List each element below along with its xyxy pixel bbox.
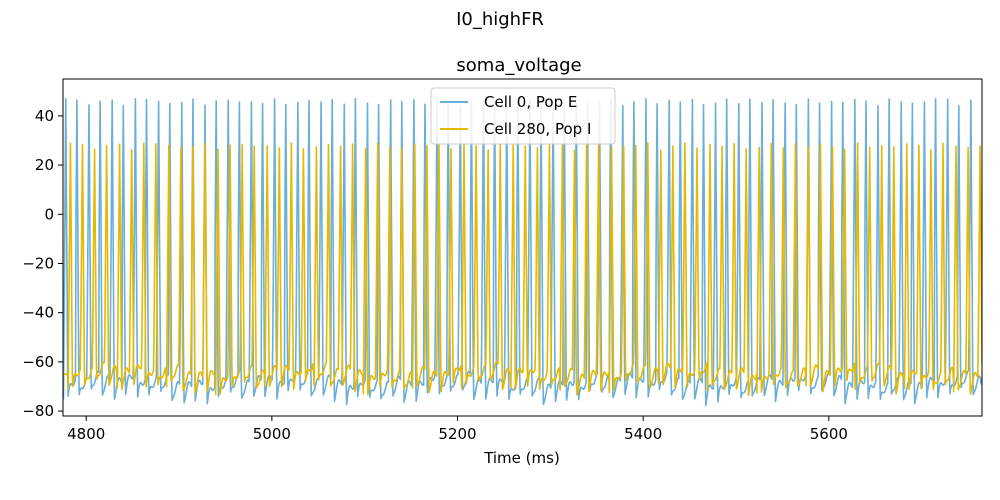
legend: Cell 0, Pop E Cell 280, Pop I bbox=[430, 87, 616, 145]
legend-label-pop-i: Cell 280, Pop I bbox=[484, 120, 591, 138]
y-tick-label: 0 bbox=[44, 205, 54, 223]
y-tick-label: −20 bbox=[22, 254, 54, 272]
y-tick-label: −60 bbox=[22, 353, 54, 371]
y-tick-label: −80 bbox=[22, 402, 54, 420]
legend-label-pop-e: Cell 0, Pop E bbox=[484, 93, 577, 111]
y-tick-label: −40 bbox=[22, 304, 54, 322]
y-tick-label: 20 bbox=[35, 156, 54, 174]
x-tick-label: 5400 bbox=[624, 425, 662, 443]
x-axis: 4800 5000 5200 5400 5600 bbox=[67, 416, 848, 443]
series-layer bbox=[63, 97, 982, 407]
legend-box bbox=[430, 87, 616, 145]
plot-frame bbox=[62, 78, 983, 417]
y-tick-label: 40 bbox=[35, 107, 54, 125]
y-axis: −80 −60 −40 −20 0 20 40 bbox=[22, 107, 63, 420]
x-tick-label: 5000 bbox=[253, 425, 291, 443]
series-line-pop-i bbox=[63, 142, 982, 397]
chart-title: soma_voltage bbox=[456, 55, 581, 76]
figure-suptitle: I0_highFR bbox=[456, 9, 544, 30]
x-tick-label: 4800 bbox=[67, 425, 105, 443]
x-axis-label: Time (ms) bbox=[483, 449, 560, 467]
x-tick-label: 5200 bbox=[438, 425, 476, 443]
x-tick-label: 5600 bbox=[810, 425, 848, 443]
